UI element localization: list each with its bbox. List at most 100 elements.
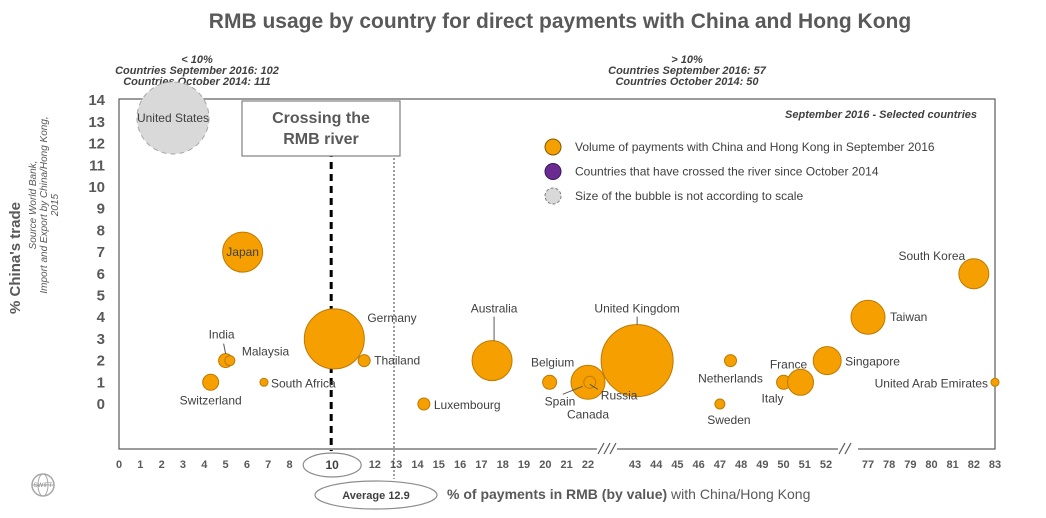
- legend-marker: [544, 187, 562, 205]
- x-tick-label: 1: [137, 459, 143, 471]
- legend-item: Volume of payments with China and Hong K…: [544, 138, 935, 156]
- x-tick-label: 21: [561, 459, 573, 471]
- y-tick-label: 4: [97, 309, 106, 326]
- x-tick-label: 45: [671, 459, 683, 471]
- y-tick-label: 11: [89, 157, 105, 174]
- legend-marker: [544, 163, 562, 180]
- y-tick-label: 2: [97, 353, 105, 370]
- bubble-label: Germany: [367, 311, 416, 325]
- legend-label: Volume of payments with China and Hong K…: [575, 140, 935, 154]
- x-tick-label: 3: [180, 459, 186, 471]
- x-tick-label: 81: [947, 459, 959, 471]
- y-axis-source: Import and Export by China/Hong Kong,: [39, 116, 50, 293]
- logo-text: SWIFT: [34, 483, 53, 489]
- bubble-labels: United States Japan India Malaysia Switzerla…: [137, 111, 988, 427]
- left-header-line: < 10%: [181, 54, 213, 66]
- bubbles: [136, 81, 1000, 411]
- label-leader-line: [562, 385, 583, 395]
- y-tick-label: 3: [97, 331, 105, 348]
- y-tick-label: 7: [97, 244, 105, 261]
- swift-logo: SWIFT: [31, 473, 55, 497]
- y-axis-source: 2015: [50, 193, 61, 217]
- x-tick-label: 52: [820, 459, 832, 471]
- bubble-label: Netherlands: [698, 372, 763, 386]
- right-header-line: > 10%: [671, 54, 703, 66]
- y-axis-source: Source World Bank,: [28, 161, 39, 250]
- x-tick-label: 20: [539, 459, 551, 471]
- y-tick-label: 0: [97, 396, 105, 413]
- bubble: [202, 373, 220, 391]
- x-axis: 0123456789111213141516171819202122434445…: [116, 452, 1001, 478]
- x-tick-label: 49: [756, 459, 768, 471]
- left-header-line: Countries September 2016: 102: [115, 65, 279, 77]
- bubble: [714, 398, 726, 410]
- river-label: RMB river: [283, 131, 359, 148]
- x-tick-label: 8: [286, 459, 292, 471]
- bubble-label: United States: [137, 111, 209, 125]
- bubble-label: South Africa: [271, 376, 336, 390]
- bubble: [224, 355, 236, 367]
- x-tick-label: 6: [244, 459, 250, 471]
- river-label: Crossing the: [272, 110, 370, 127]
- bubble-label: Italy: [762, 391, 784, 405]
- x-tick-label: 19: [518, 459, 530, 471]
- y-tick-label: 1: [97, 374, 105, 391]
- y-tick-label: 14: [88, 92, 105, 109]
- x-tick-label: 7: [265, 459, 271, 471]
- x-tick-label: 13: [390, 459, 402, 471]
- x-tick-label: 4: [201, 459, 208, 471]
- right-header-line: Countries October 2014: 50: [615, 76, 759, 88]
- x-tick-label: 0: [116, 459, 122, 471]
- x-tick-label: 17: [475, 459, 487, 471]
- legend-item: Countries that have crossed the river si…: [544, 163, 879, 180]
- threshold-10-oval: 10: [302, 452, 362, 478]
- legend: September 2016 - Selected countries Volum…: [544, 109, 977, 205]
- bubble-label: Canada: [567, 407, 609, 421]
- label-leader-line: [223, 343, 227, 354]
- bubble-label: Switzerland: [180, 393, 242, 407]
- x-tick-label: 50: [777, 459, 789, 471]
- bubble-label: Spain: [545, 394, 576, 408]
- bubble-label: Luxembourg: [434, 398, 501, 412]
- x-tick-label: 5: [223, 459, 229, 471]
- bubble-label: Japan: [226, 245, 259, 259]
- right-header-line: Countries September 2016: 57: [608, 65, 767, 77]
- x-tick-label: 80: [925, 459, 937, 471]
- bubble: [259, 377, 269, 387]
- x-tick-label: 51: [799, 459, 811, 471]
- threshold-lines: Average 12.9: [314, 150, 438, 510]
- legend-item: Size of the bubble is not according to s…: [544, 187, 803, 205]
- bubble-label: United Arab Emirates: [875, 376, 988, 390]
- bubble: [958, 258, 990, 290]
- bubble: [812, 346, 842, 376]
- x-axis-title: % of payments in RMB (by value) with Chi…: [447, 486, 810, 502]
- plot-area: [118, 98, 996, 455]
- legend-title: September 2016 - Selected countries: [785, 109, 977, 121]
- y-tick-label: 6: [97, 266, 105, 283]
- y-axis-title: % China's trade Source World Bank, Import …: [7, 116, 61, 314]
- chart-title: RMB usage by country for direct payments…: [209, 10, 911, 33]
- x-tick-label: 79: [904, 459, 916, 471]
- legend-label: Countries that have crossed the river si…: [575, 165, 879, 179]
- bubble: [222, 231, 264, 273]
- bubble-label: France: [770, 357, 808, 371]
- y-tick-label: 10: [88, 179, 105, 196]
- bubble-label: South Korea: [898, 249, 965, 263]
- x-tick-label: 82: [968, 459, 980, 471]
- bubble-label: India: [209, 328, 235, 342]
- legend-marker: [544, 138, 562, 156]
- left-header: < 10%Countries September 2016: 102Countr…: [115, 54, 279, 88]
- bubble: [417, 397, 431, 411]
- bubble: [600, 324, 674, 398]
- bubble: [542, 374, 558, 390]
- x-tick-label: 2: [159, 459, 165, 471]
- legend-label: Size of the bubble is not according to s…: [575, 189, 803, 203]
- river-box-frame: [241, 100, 401, 157]
- axis-break-mark: [838, 442, 858, 455]
- x-tick-label: 47: [714, 459, 726, 471]
- bubble-label: United Kingdom: [594, 302, 679, 316]
- y-axis-label: % China's trade: [7, 202, 24, 314]
- left-header-line: Countries October 2014: 111: [123, 76, 271, 88]
- x-tick-label: 12: [369, 459, 381, 471]
